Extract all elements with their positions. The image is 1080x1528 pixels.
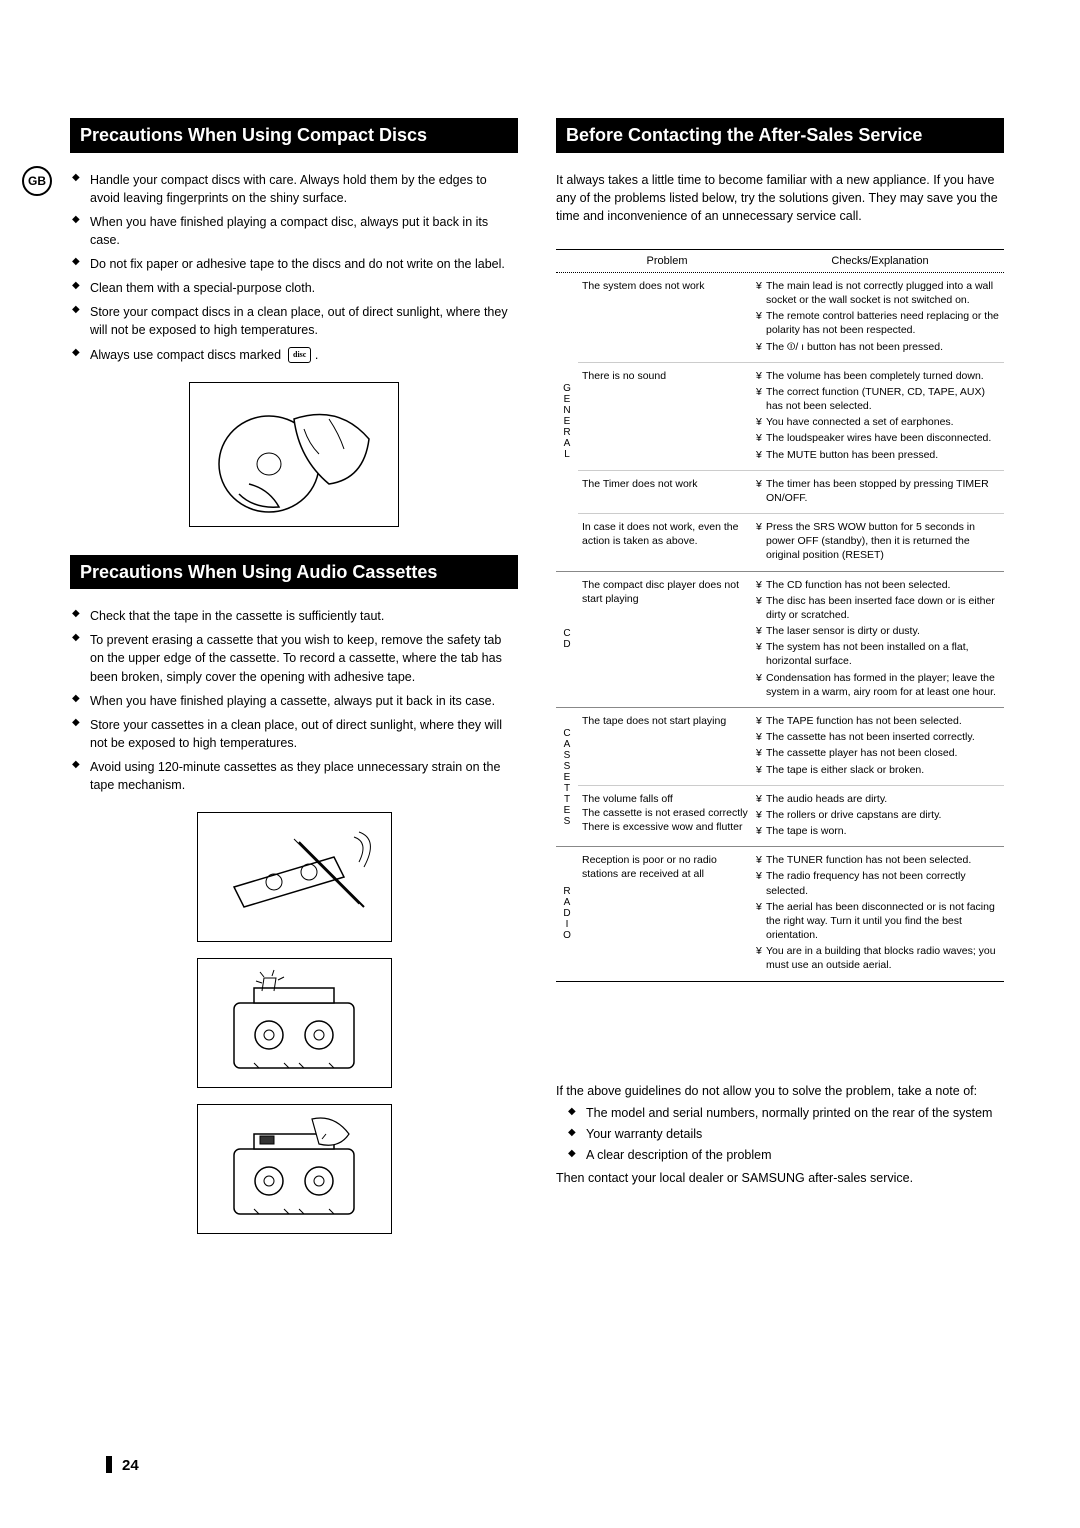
list-item: Clean them with a special-purpose cloth. — [90, 279, 518, 297]
problem-cell: The volume falls offThe cassette is not … — [582, 792, 756, 841]
compact-disc-logo-icon: disc — [288, 347, 311, 363]
list-item: Avoid using 120-minute cassettes as they… — [90, 758, 518, 794]
closing-list: The model and serial numbers, normally p… — [556, 1104, 1004, 1164]
cd-handling-illustration — [189, 382, 399, 527]
section-title-cd-precautions: Precautions When Using Compact Discs — [70, 118, 518, 153]
list-item: When you have finished playing a cassett… — [90, 692, 518, 710]
list-item: A clear description of the problem — [586, 1146, 1004, 1165]
explanation-cell: Press the SRS WOW button for 5 seconds i… — [756, 520, 1000, 565]
list-item: Check that the tape in the cassette is s… — [90, 607, 518, 625]
table-category-row: GENERALThe system does not workThe main … — [556, 273, 1004, 572]
table-row: The Timer does not workThe timer has bee… — [578, 471, 1004, 514]
col-header-problem: Problem — [578, 255, 756, 267]
list-item: Handle your compact discs with care. Alw… — [90, 171, 518, 207]
explanation-cell: The audio heads are dirty.The rollers or… — [756, 792, 1000, 841]
closing-p1: If the above guidelines do not allow you… — [556, 1082, 1004, 1101]
table-row: The tape does not start playingThe TAPE … — [578, 708, 1004, 786]
cassette-precautions-list: Check that the tape in the cassette is s… — [70, 607, 518, 794]
category-label: CD — [556, 572, 578, 707]
right-column: Before Contacting the After-Sales Servic… — [556, 118, 1004, 1250]
table-category-row: CASSETTESThe tape does not start playing… — [556, 708, 1004, 847]
language-badge: GB — [22, 166, 52, 196]
problem-cell: Reception is poor or no radio stations a… — [582, 853, 756, 974]
problem-cell: The compact disc player does not start p… — [582, 578, 756, 701]
list-item: When you have finished playing a compact… — [90, 213, 518, 249]
list-item: Store your cassettes in a clean place, o… — [90, 716, 518, 752]
intro-paragraph: It always takes a little time to become … — [556, 171, 1004, 225]
table-row: In case it does not work, even the actio… — [578, 514, 1004, 571]
explanation-cell: The CD function has not been selected.Th… — [756, 578, 1000, 701]
left-column: GB Precautions When Using Compact Discs … — [70, 118, 518, 1250]
problem-cell: The Timer does not work — [582, 477, 756, 507]
explanation-cell: The volume has been completely turned do… — [756, 369, 1000, 464]
page-number: 24 — [106, 1456, 139, 1474]
explanation-cell: The TUNER function has not been selected… — [756, 853, 1000, 974]
list-item: The model and serial numbers, normally p… — [586, 1104, 1004, 1123]
explanation-cell: The main lead is not correctly plugged i… — [756, 279, 1000, 356]
category-label: CASSETTES — [556, 708, 578, 846]
table-category-row: RADIOReception is poor or no radio stati… — [556, 847, 1004, 981]
problem-cell: In case it does not work, even the actio… — [582, 520, 756, 565]
col-header-checks: Checks/Explanation — [756, 255, 1004, 267]
list-item: To prevent erasing a cassette that you w… — [90, 631, 518, 685]
cd-precautions-list: Handle your compact discs with care. Alw… — [70, 171, 518, 364]
troubleshooting-table: Problem Checks/Explanation GENERALThe sy… — [556, 249, 1004, 982]
table-row: Reception is poor or no radio stations a… — [578, 847, 1004, 980]
list-item: Do not fix paper or adhesive tape to the… — [90, 255, 518, 273]
explanation-cell: The timer has been stopped by pressing T… — [756, 477, 1000, 507]
list-item: Always use compact discs marked disc . — [90, 346, 518, 364]
table-row: The system does not workThe main lead is… — [578, 273, 1004, 363]
problem-cell: The system does not work — [582, 279, 756, 356]
list-item: Your warranty details — [586, 1125, 1004, 1144]
problem-cell: There is no sound — [582, 369, 756, 464]
table-category-row: CDThe compact disc player does not start… — [556, 572, 1004, 708]
closing-note: If the above guidelines do not allow you… — [556, 1082, 1004, 1188]
table-row: The compact disc player does not start p… — [578, 572, 1004, 707]
list-item: Store your compact discs in a clean plac… — [90, 303, 518, 339]
cassette-tab-illustration — [197, 958, 392, 1088]
table-header-row: Problem Checks/Explanation — [556, 249, 1004, 273]
category-label: GENERAL — [556, 273, 578, 571]
table-row: The volume falls offThe cassette is not … — [578, 786, 1004, 847]
section-title-aftersales: Before Contacting the After-Sales Servic… — [556, 118, 1004, 153]
problem-cell: The tape does not start playing — [582, 714, 756, 779]
table-row: There is no soundThe volume has been com… — [578, 363, 1004, 471]
page-content: GB Precautions When Using Compact Discs … — [70, 118, 1010, 1250]
closing-p2: Then contact your local dealer or SAMSUN… — [556, 1169, 1004, 1188]
cassette-pencil-illustration — [197, 812, 392, 942]
section-title-cassette-precautions: Precautions When Using Audio Cassettes — [70, 555, 518, 590]
explanation-cell: The TAPE function has not been selected.… — [756, 714, 1000, 779]
category-label: RADIO — [556, 847, 578, 980]
cassette-tape-cover-illustration — [197, 1104, 392, 1234]
